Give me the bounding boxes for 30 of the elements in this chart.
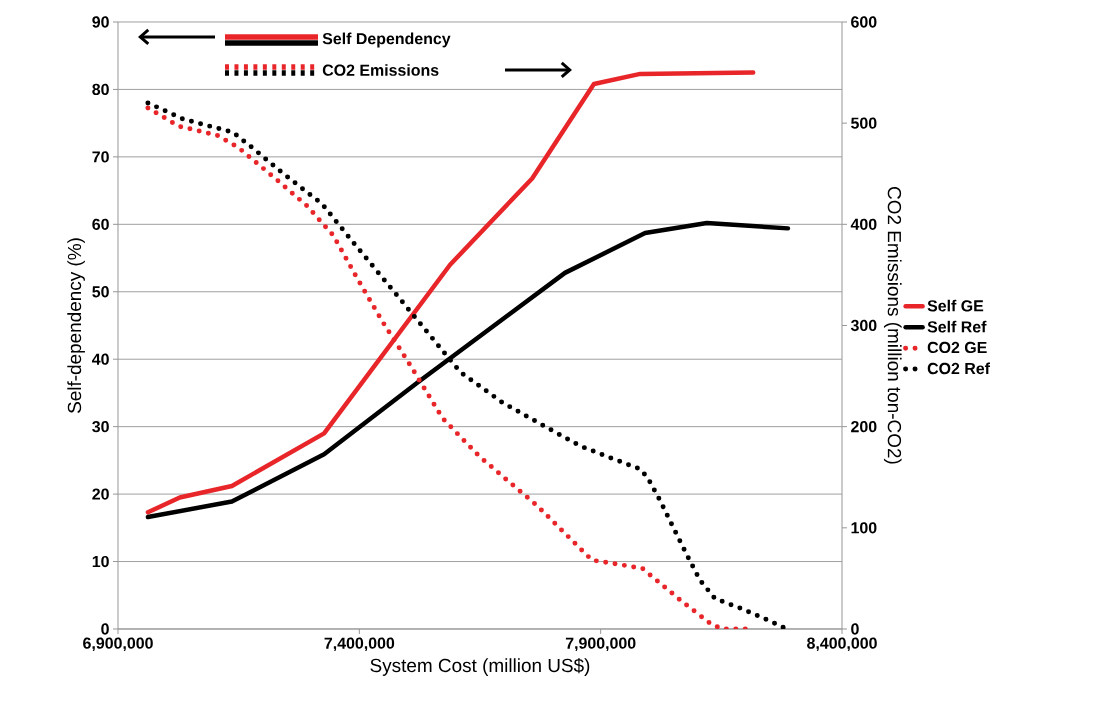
annotation: CO2 Emissions bbox=[322, 64, 439, 76]
x-tick-label: 7,400,000 bbox=[324, 637, 395, 652]
y-tick-label: 50 bbox=[92, 286, 109, 298]
y-tick-label: 30 bbox=[92, 421, 109, 433]
y2-tick-label: 200 bbox=[851, 421, 877, 433]
x-tick-label: 8,400,000 bbox=[807, 637, 877, 652]
legend-label: CO2 Ref bbox=[927, 362, 991, 375]
y-axis-title: Self-dependency (%) bbox=[67, 238, 85, 414]
y-tick-label: 80 bbox=[92, 83, 109, 96]
y-tick-label: 60 bbox=[92, 218, 109, 230]
y-tick-label: 20 bbox=[92, 488, 109, 500]
legend-label: CO2 GE bbox=[927, 341, 987, 354]
y2-tick-label: 100 bbox=[851, 522, 877, 534]
legend-label: Self GE bbox=[927, 299, 984, 312]
y2-axis-title: CO2 Emissions (million ton-CO2) bbox=[883, 187, 902, 464]
y-tick-label: 70 bbox=[92, 151, 109, 163]
annotation: Self Dependency bbox=[322, 32, 451, 48]
y-tick-label: 10 bbox=[92, 555, 109, 568]
y2-tick-label: 300 bbox=[850, 319, 877, 332]
y2-tick-label: 500 bbox=[851, 117, 877, 129]
legend-label: Self Ref bbox=[927, 320, 987, 333]
y2-tick-label: 0 bbox=[851, 623, 859, 635]
y-tick-label: 0 bbox=[101, 623, 109, 635]
y-tick-label: 90 bbox=[92, 16, 109, 28]
x-tick-label: 6,900,000 bbox=[83, 637, 153, 652]
x-tick-label: 7,900,000 bbox=[565, 637, 636, 652]
y-tick-label: 40 bbox=[91, 353, 109, 365]
x-axis-title: System Cost (million US$) bbox=[370, 657, 590, 676]
y2-tick-label: 400 bbox=[850, 218, 877, 230]
y2-tick-label: 600 bbox=[851, 16, 877, 28]
